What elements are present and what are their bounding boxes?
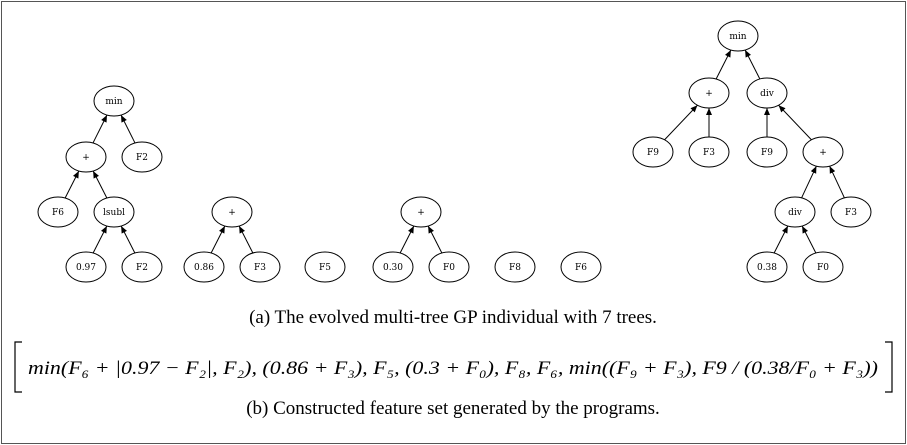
node-label: F5 bbox=[319, 263, 331, 273]
node-label: 0.86 bbox=[194, 263, 214, 273]
tree-node bbox=[688, 77, 730, 109]
tree-node bbox=[93, 85, 135, 117]
tree-edge bbox=[778, 104, 812, 141]
node-label: F3 bbox=[254, 263, 266, 273]
tree-node bbox=[717, 20, 759, 52]
tree-node bbox=[65, 141, 107, 173]
tree-edge bbox=[715, 49, 732, 80]
node-label: F9 bbox=[647, 148, 659, 158]
tree-edge bbox=[744, 49, 761, 80]
tree-node bbox=[746, 77, 788, 109]
tree-edge bbox=[64, 170, 80, 199]
tree-node bbox=[37, 196, 79, 228]
tree-edge bbox=[801, 225, 817, 254]
node-label: F3 bbox=[703, 148, 715, 158]
tree-node bbox=[211, 196, 253, 228]
node-label: + bbox=[82, 153, 90, 163]
node-label: F2 bbox=[136, 263, 148, 273]
node-label: F0 bbox=[817, 263, 829, 273]
node-label: + bbox=[228, 208, 236, 218]
tree-node bbox=[372, 251, 414, 283]
tree-edge bbox=[427, 225, 443, 254]
tree-edge bbox=[120, 114, 136, 144]
node-label: F3 bbox=[845, 208, 857, 218]
tree-edge bbox=[120, 225, 136, 254]
node-label: F9 bbox=[761, 148, 773, 158]
node-label: F2 bbox=[136, 153, 148, 163]
tree-node bbox=[183, 251, 225, 283]
tree-edge bbox=[92, 114, 108, 144]
tree-edge bbox=[829, 165, 845, 199]
node-label: min bbox=[729, 32, 746, 42]
tree-edge bbox=[664, 104, 698, 141]
bracket-left bbox=[14, 341, 22, 393]
tree-node bbox=[93, 196, 135, 228]
formula: min(F₆ + |0.97 − F₂|, F₂), (0.86 + F₃), … bbox=[28, 358, 878, 379]
node-label: min bbox=[105, 97, 122, 107]
tree-node bbox=[688, 136, 730, 168]
node-label: 0.30 bbox=[383, 263, 403, 273]
tree-node bbox=[239, 251, 281, 283]
tree-node bbox=[746, 136, 788, 168]
caption-b: (b) Constructed feature set generated by… bbox=[246, 398, 660, 419]
bracket-right bbox=[885, 341, 893, 393]
caption-a: (a) The evolved multi-tree GP individual… bbox=[249, 307, 657, 328]
tree-node bbox=[65, 251, 107, 283]
tree-edge bbox=[238, 225, 254, 254]
node-label: div bbox=[760, 89, 775, 99]
node-label: lsubl bbox=[103, 208, 125, 218]
node-label: F6 bbox=[575, 263, 587, 273]
tree-node bbox=[802, 251, 844, 283]
tree-node bbox=[746, 251, 788, 283]
tree-edge bbox=[92, 225, 108, 254]
node-label: + bbox=[705, 89, 713, 99]
tree-node bbox=[121, 251, 163, 283]
tree-node bbox=[428, 251, 470, 283]
tree-node bbox=[121, 141, 163, 173]
tree-node bbox=[400, 196, 442, 228]
tree-edge bbox=[773, 225, 789, 254]
tree-edge bbox=[801, 165, 817, 199]
node-label: div bbox=[788, 208, 803, 218]
node-label: + bbox=[819, 148, 827, 158]
node-label: 0.38 bbox=[757, 263, 777, 273]
tree-node bbox=[494, 251, 536, 283]
tree-node bbox=[304, 251, 346, 283]
tree-node bbox=[632, 136, 674, 168]
tree-node bbox=[560, 251, 602, 283]
tree-edge bbox=[399, 225, 415, 254]
tree-edge bbox=[210, 225, 226, 254]
tree-node bbox=[802, 136, 844, 168]
tree-node bbox=[830, 196, 872, 228]
node-label: F6 bbox=[52, 208, 64, 218]
node-label: F0 bbox=[443, 263, 455, 273]
node-label: + bbox=[417, 208, 425, 218]
node-label: F8 bbox=[509, 263, 521, 273]
node-label: 0.97 bbox=[76, 263, 96, 273]
tree-node bbox=[774, 196, 816, 228]
tree-edge bbox=[92, 170, 108, 199]
